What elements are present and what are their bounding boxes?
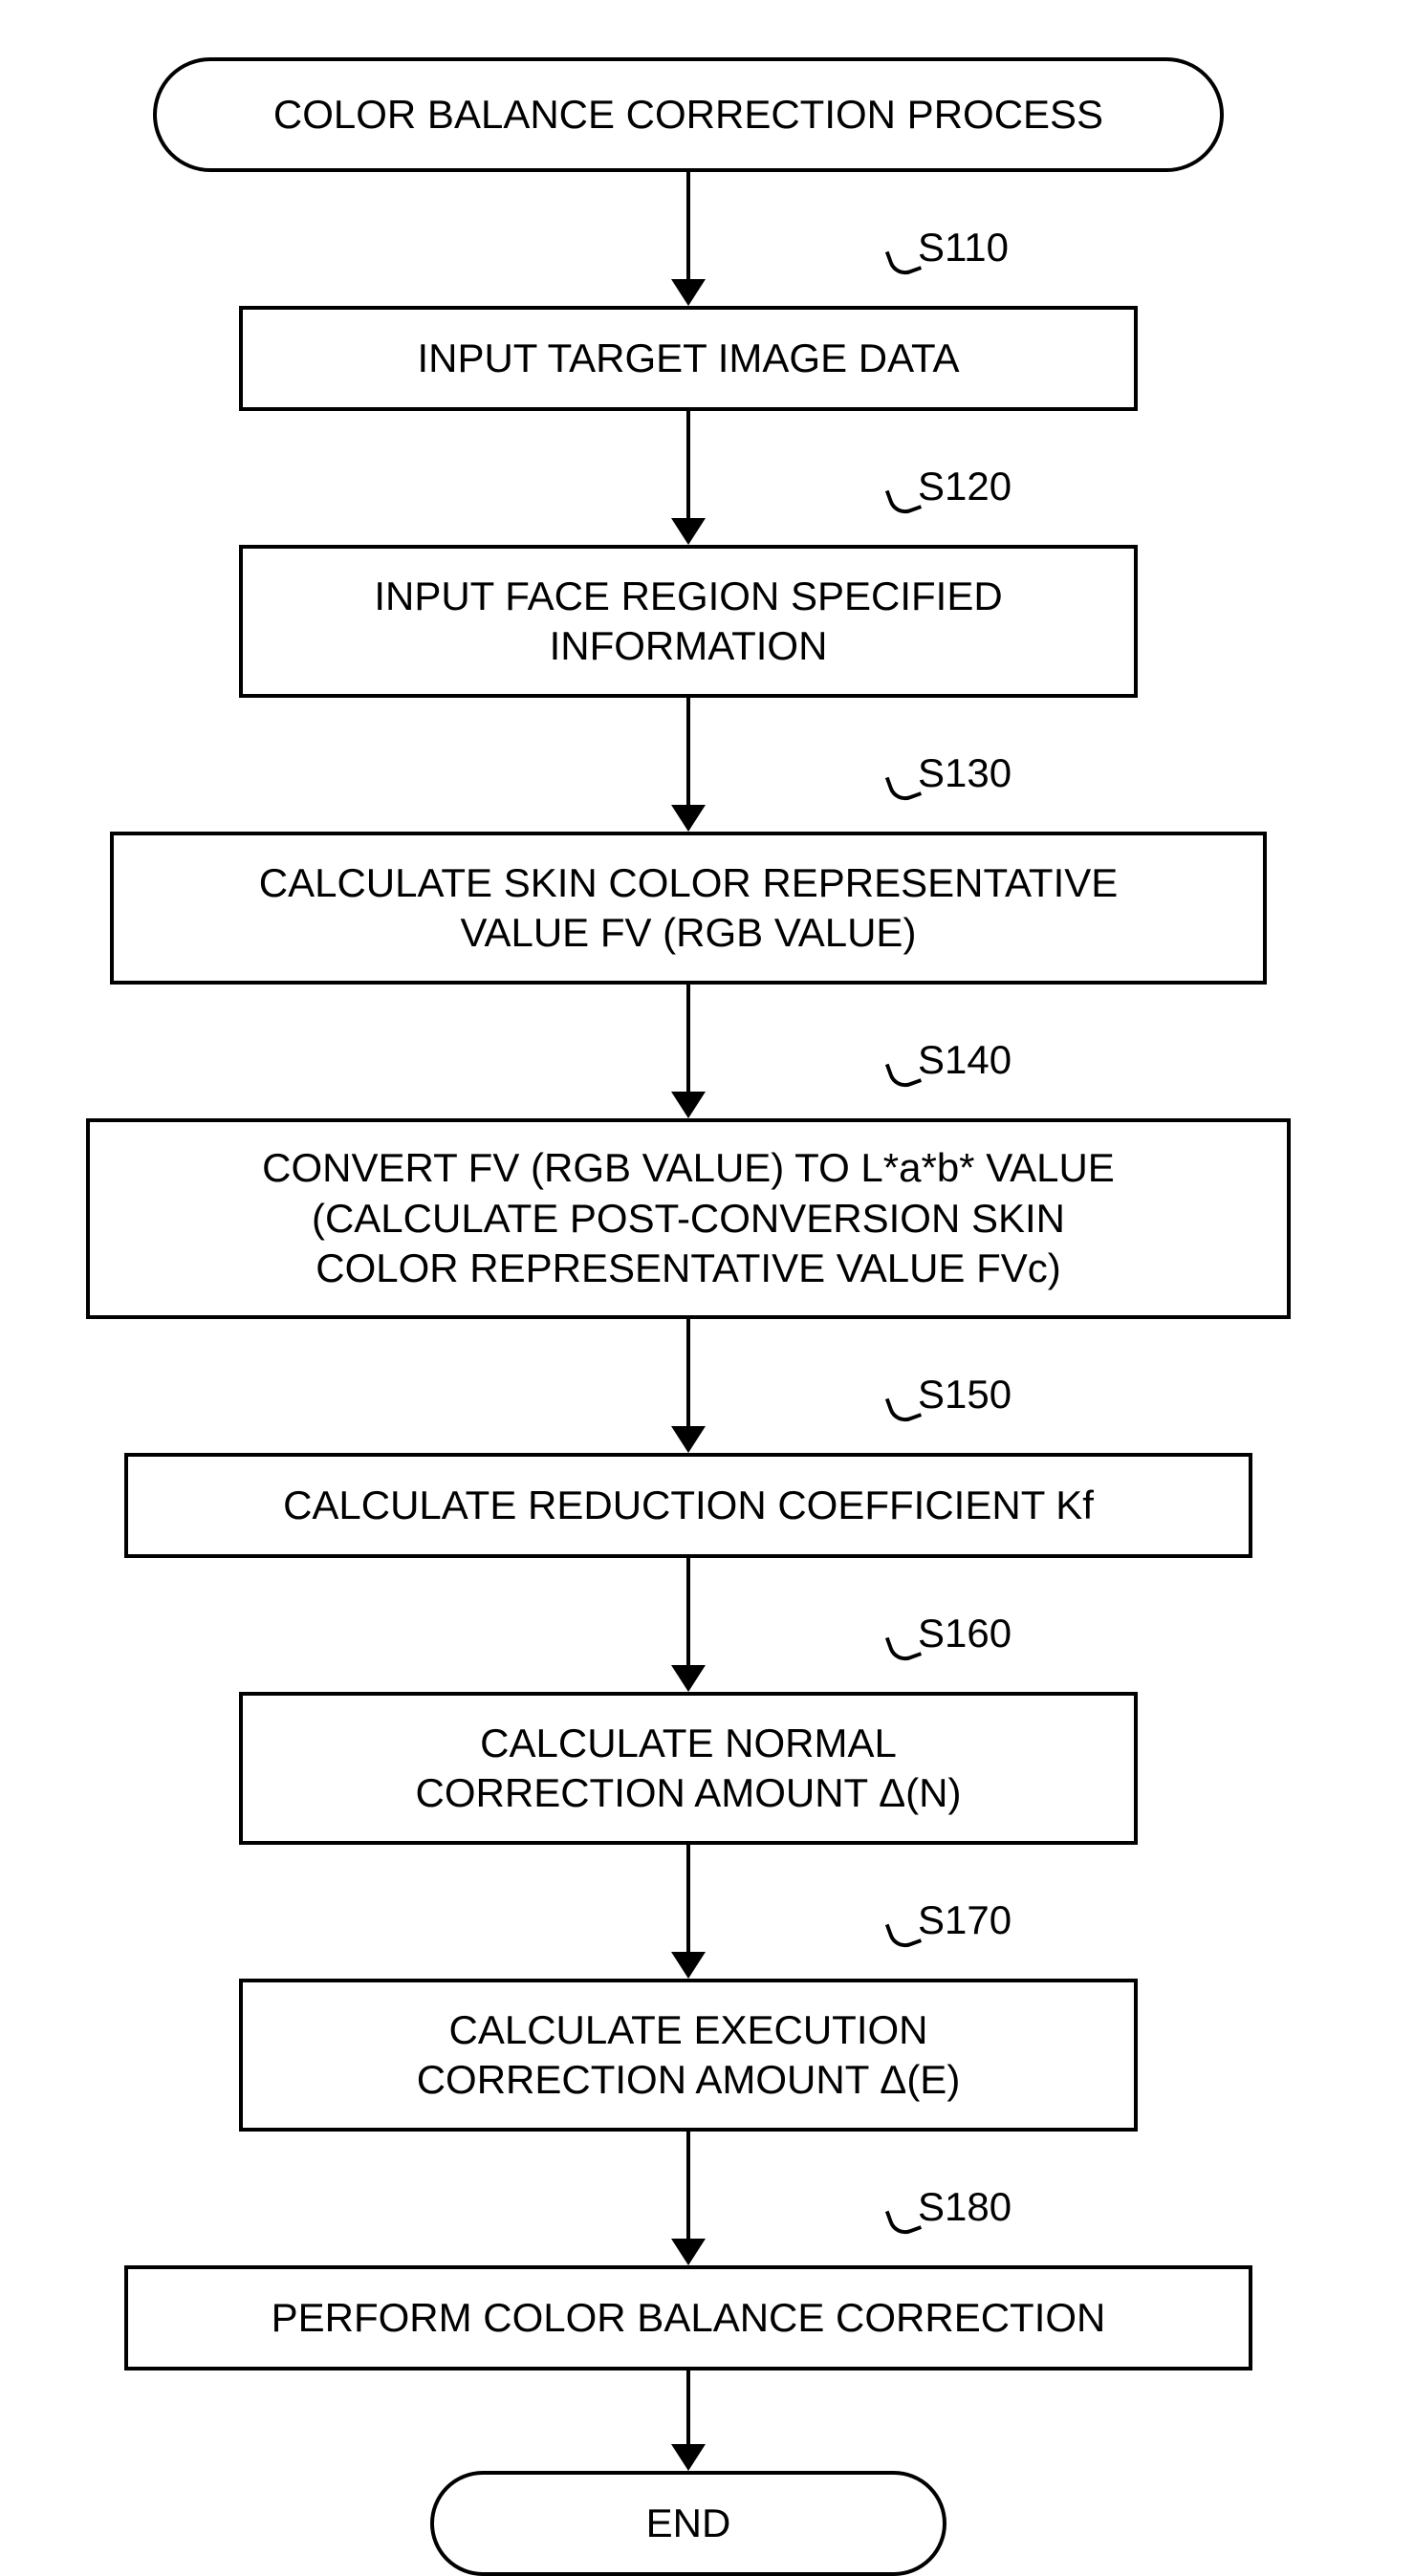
process-s140: CONVERT FV (RGB VALUE) TO L*a*b* VALUE(C… (86, 1118, 1291, 1319)
step-label-text: S120 (918, 464, 1012, 509)
step-label-s150: S150 (918, 1372, 1012, 1418)
step-label-text: S170 (918, 1897, 1012, 1942)
node-text: CALCULATE EXECUTIONCORRECTION AMOUNT Δ(E… (417, 2005, 961, 2106)
node-text: CALCULATE NORMALCORRECTION AMOUNT Δ(N) (416, 1719, 962, 1819)
node-text: CALCULATE REDUCTION COEFFICIENT Kf (283, 1481, 1094, 1531)
process-s110: INPUT TARGET IMAGE DATA (239, 306, 1138, 411)
process-s160: CALCULATE NORMALCORRECTION AMOUNT Δ(N) (239, 1692, 1138, 1845)
process-s150: CALCULATE REDUCTION COEFFICIENT Kf (124, 1453, 1252, 1558)
node-text: CALCULATE SKIN COLOR REPRESENTATIVEVALUE… (259, 858, 1119, 959)
step-label-text: S180 (918, 2184, 1012, 2229)
step-label-text: S130 (918, 750, 1012, 795)
step-label-text: S110 (918, 225, 1009, 270)
process-s130: CALCULATE SKIN COLOR REPRESENTATIVEVALUE… (110, 832, 1267, 985)
node-text: COLOR BALANCE CORRECTION PROCESS (273, 92, 1103, 138)
process-s120: INPUT FACE REGION SPECIFIEDINFORMATION (239, 545, 1138, 698)
node-text: INPUT FACE REGION SPECIFIEDINFORMATION (374, 572, 1002, 672)
node-text: END (646, 2500, 731, 2546)
step-label-s160: S160 (918, 1611, 1012, 1656)
node-text: INPUT TARGET IMAGE DATA (417, 334, 959, 384)
process-s180: PERFORM COLOR BALANCE CORRECTION (124, 2265, 1252, 2370)
node-text: CONVERT FV (RGB VALUE) TO L*a*b* VALUE(C… (262, 1143, 1115, 1294)
step-label-s170: S170 (918, 1897, 1012, 1943)
step-label-s130: S130 (918, 750, 1012, 796)
step-label-s120: S120 (918, 464, 1012, 509)
node-text: PERFORM COLOR BALANCE CORRECTION (272, 2293, 1106, 2344)
step-label-text: S140 (918, 1037, 1012, 1082)
terminator-start: COLOR BALANCE CORRECTION PROCESS (153, 57, 1224, 172)
terminator-end: END (430, 2471, 946, 2576)
step-label-s110: S110 (918, 225, 1009, 271)
flowchart-canvas: COLOR BALANCE CORRECTION PROCESS INPUT TA… (0, 0, 1414, 2528)
step-label-s140: S140 (918, 1037, 1012, 1083)
step-label-text: S150 (918, 1372, 1012, 1417)
step-label-text: S160 (918, 1611, 1012, 1656)
process-s170: CALCULATE EXECUTIONCORRECTION AMOUNT Δ(E… (239, 1979, 1138, 2132)
step-label-s180: S180 (918, 2184, 1012, 2230)
